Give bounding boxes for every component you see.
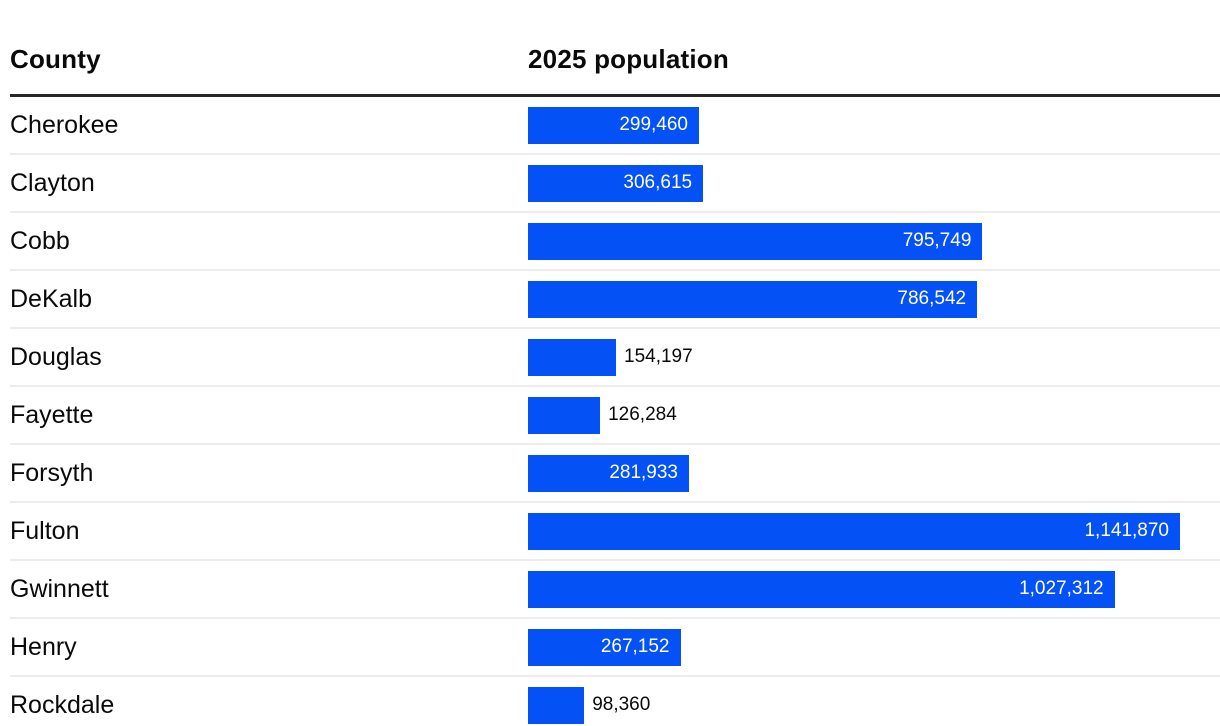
- population-table: County 2025 population Cherokee 299,460 …: [10, 0, 1220, 726]
- population-value-label: 299,460: [619, 114, 688, 135]
- population-value-label: 1,027,312: [1019, 578, 1104, 599]
- population-bar: 306,615: [528, 164, 704, 202]
- table-row: Gwinnett 1,027,312: [10, 561, 1220, 619]
- population-bar: 795,749: [528, 222, 983, 260]
- table-row: Cobb 795,749: [10, 213, 1220, 271]
- county-label: Cherokee: [10, 110, 119, 139]
- population-value-label: 267,152: [600, 636, 670, 657]
- table-row: Henry 267,152: [10, 619, 1220, 677]
- population-value-label: 306,615: [623, 172, 693, 193]
- population-value-label: 281,933: [609, 462, 678, 483]
- population-column-header: 2025 population: [528, 44, 729, 74]
- table-row: Rockdale 98,360: [10, 677, 1220, 726]
- population-value-label: 1,141,870: [1084, 520, 1169, 541]
- population-value-label: 154,197: [624, 346, 693, 367]
- population-bar: 786,542: [528, 280, 978, 318]
- bar-cell: 98,360: [528, 686, 1180, 724]
- bar-cell: 154,197: [528, 338, 1180, 376]
- bar-cell: 281,933: [528, 454, 1180, 492]
- bar-cell: 1,027,312: [528, 570, 1180, 608]
- table-row: Douglas 154,197: [10, 329, 1220, 387]
- bar-cell: 299,460: [528, 106, 1180, 144]
- table-body: Cherokee 299,460 Clayton 306,615 Cobb 79…: [10, 97, 1220, 726]
- population-bar: 281,933: [528, 454, 689, 492]
- bar-cell: 786,542: [528, 280, 1180, 318]
- county-label: Fulton: [10, 516, 80, 545]
- county-label: Fayette: [10, 400, 94, 429]
- table-header: County 2025 population: [10, 0, 1220, 97]
- population-value-label: 795,749: [902, 230, 972, 251]
- bar-cell: 267,152: [528, 628, 1180, 666]
- county-label: Rockdale: [10, 690, 115, 719]
- county-label: Forsyth: [10, 458, 94, 487]
- table-row: Clayton 306,615: [10, 155, 1220, 213]
- bar-cell: 1,141,870: [528, 512, 1180, 550]
- population-bar: 1,141,870: [528, 512, 1180, 550]
- county-label: Cobb: [10, 226, 70, 255]
- population-value-label: 126,284: [608, 404, 677, 425]
- county-label: Douglas: [10, 342, 102, 371]
- table-row: Cherokee 299,460: [10, 97, 1220, 155]
- bar-cell: 126,284: [528, 396, 1180, 434]
- table-row: DeKalb 786,542: [10, 271, 1220, 329]
- table-row: Fayette 126,284: [10, 387, 1220, 445]
- county-label: DeKalb: [10, 284, 92, 313]
- population-bar: [528, 338, 616, 376]
- population-bar: 267,152: [528, 628, 681, 666]
- county-label: Henry: [10, 632, 77, 661]
- population-bar: [528, 396, 601, 434]
- population-value-label: 786,542: [897, 288, 967, 309]
- population-bar: 1,027,312: [528, 570, 1115, 608]
- table-row: Forsyth 281,933: [10, 445, 1220, 503]
- bar-cell: 306,615: [528, 164, 1180, 202]
- bar-cell: 795,749: [528, 222, 1180, 260]
- county-column-header: County: [10, 44, 101, 74]
- county-label: Gwinnett: [10, 574, 109, 603]
- population-bar: 299,460: [528, 106, 699, 144]
- county-label: Clayton: [10, 168, 95, 197]
- table-row: Fulton 1,141,870: [10, 503, 1220, 561]
- population-bar: [528, 686, 585, 724]
- population-value-label: 98,360: [592, 694, 651, 715]
